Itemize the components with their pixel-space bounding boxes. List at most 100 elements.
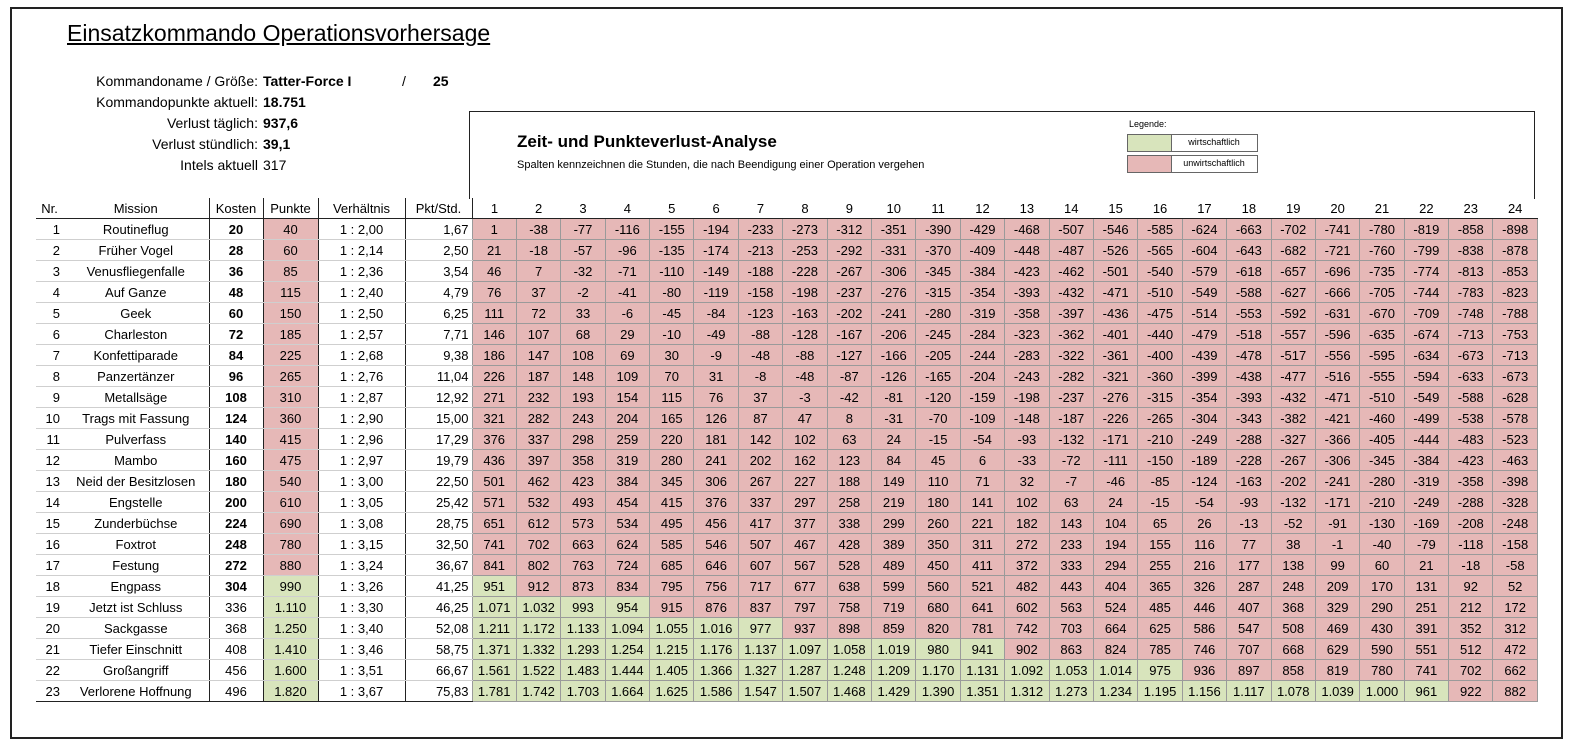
hour-cell[interactable]: 785	[1137, 638, 1183, 660]
hour-cell[interactable]: 226	[471, 365, 517, 387]
hour-cell[interactable]: 188	[826, 470, 873, 492]
hour-cell[interactable]: 873	[560, 575, 606, 597]
hour-cell[interactable]: -15	[1137, 491, 1183, 513]
mission-ratio[interactable]: 1 : 2,14	[317, 239, 405, 261]
hour-cell[interactable]: -596	[1314, 323, 1361, 345]
hour-cell[interactable]: 1.366	[693, 659, 739, 681]
hour-cell[interactable]: -398	[1492, 470, 1538, 492]
hour-cell[interactable]: 563	[1048, 596, 1094, 618]
hour-cell[interactable]: -635	[1359, 323, 1405, 345]
hour-cell[interactable]: 941	[959, 638, 1006, 660]
hour-cell[interactable]: 147	[515, 344, 562, 366]
mission-points-per-hour[interactable]: 3,54	[404, 260, 472, 282]
mission-name[interactable]: Foxtrot	[63, 533, 209, 555]
hour-cell[interactable]: -241	[871, 302, 917, 324]
hour-cell[interactable]: -45	[649, 302, 695, 324]
hour-cell[interactable]: 333	[1048, 554, 1094, 576]
hour-cell[interactable]: 33	[560, 302, 606, 324]
mission-points[interactable]: 185	[262, 323, 319, 345]
hour-cell[interactable]: -174	[693, 239, 739, 261]
hour-cell[interactable]: -158	[1492, 533, 1538, 555]
hour-cell[interactable]: 149	[871, 470, 917, 492]
mission-name[interactable]: Mambo	[63, 449, 209, 471]
hour-cell[interactable]: 524	[1092, 596, 1139, 618]
hour-cell[interactable]: 724	[604, 554, 651, 576]
hour-cell[interactable]: 1.287	[782, 659, 828, 681]
hour-cell[interactable]: 638	[826, 575, 873, 597]
hour-cell[interactable]: -48	[737, 344, 784, 366]
hour-cell[interactable]: 547	[1226, 617, 1272, 639]
hour-cell[interactable]: 915	[649, 596, 695, 618]
hour-cell[interactable]: -343	[1226, 407, 1272, 429]
hour-cell[interactable]: 1.133	[560, 617, 606, 639]
mission-points[interactable]: 1.600	[262, 659, 319, 681]
hour-cell[interactable]: 187	[515, 365, 562, 387]
hour-cell[interactable]: 37	[737, 386, 784, 408]
hour-cell[interactable]: 232	[515, 386, 562, 408]
hour-cell[interactable]: -202	[826, 302, 873, 324]
hour-cell[interactable]: 663	[560, 533, 606, 555]
hour-cell[interactable]: 1.522	[515, 659, 562, 681]
mission-ratio[interactable]: 1 : 3,26	[317, 575, 405, 597]
hour-cell[interactable]: -243	[1004, 365, 1050, 387]
mission-name[interactable]: Venusfliegenfalle	[63, 260, 209, 282]
hour-cell[interactable]: 1.131	[959, 659, 1006, 681]
hour-cell[interactable]: -741	[1314, 218, 1361, 240]
hour-cell[interactable]: -588	[1226, 281, 1272, 303]
hour-cell[interactable]: -468	[1004, 218, 1050, 240]
hour-cell[interactable]: -111	[1092, 449, 1139, 471]
hour-cell[interactable]: -54	[959, 428, 1006, 450]
hour-cell[interactable]: -52	[1270, 512, 1316, 534]
hour-cell[interactable]: 337	[737, 491, 784, 513]
mission-points-per-hour[interactable]: 52,08	[404, 617, 472, 639]
hour-cell[interactable]: 272	[1004, 533, 1050, 555]
hour-cell[interactable]: -205	[915, 344, 961, 366]
hour-cell[interactable]: 99	[1314, 554, 1361, 576]
hour-cell[interactable]: 551	[1403, 638, 1450, 660]
hour-cell[interactable]: 131	[1403, 575, 1450, 597]
hour-cell[interactable]: 47	[782, 407, 828, 429]
mission-points-per-hour[interactable]: 12,92	[404, 386, 472, 408]
hour-cell[interactable]: -478	[1226, 344, 1272, 366]
hour-cell[interactable]: 1.390	[915, 680, 961, 702]
hour-cell[interactable]: -323	[1004, 323, 1050, 345]
hour-cell[interactable]: 350	[915, 533, 961, 555]
hour-cell[interactable]: 407	[1226, 596, 1272, 618]
hour-cell[interactable]: 741	[471, 533, 517, 555]
hour-cell[interactable]: 677	[782, 575, 828, 597]
mission-name[interactable]: Routineflug	[63, 218, 209, 240]
hour-cell[interactable]: 372	[1004, 554, 1050, 576]
hour-cell[interactable]: -556	[1314, 344, 1361, 366]
hour-cell[interactable]: 1.211	[471, 617, 517, 639]
hour-cell[interactable]: 1.014	[1092, 659, 1139, 681]
hour-cell[interactable]: 287	[1226, 575, 1272, 597]
hour-cell[interactable]: 1.405	[649, 659, 695, 681]
hour-cell[interactable]: -321	[1092, 365, 1139, 387]
hour-cell[interactable]: -163	[1226, 470, 1272, 492]
hour-cell[interactable]: 65	[1137, 512, 1183, 534]
mission-points[interactable]: 60	[262, 239, 319, 261]
hour-cell[interactable]: 951	[471, 575, 517, 597]
hour-cell[interactable]: -345	[915, 260, 961, 282]
hour-cell[interactable]: 170	[1359, 575, 1405, 597]
mission-points[interactable]: 690	[262, 512, 319, 534]
hour-cell[interactable]: 102	[782, 428, 828, 450]
hour-cell[interactable]: 685	[649, 554, 695, 576]
hour-cell[interactable]: -549	[1403, 386, 1450, 408]
hour-cell[interactable]: 1.703	[560, 680, 606, 702]
hour-cell[interactable]: 1.092	[1004, 659, 1050, 681]
mission-name[interactable]: Pulverfass	[63, 428, 209, 450]
hour-cell[interactable]: 155	[1137, 533, 1183, 555]
hour-cell[interactable]: -631	[1314, 302, 1361, 324]
mission-cost[interactable]: 272	[208, 554, 263, 576]
hour-cell[interactable]: -245	[915, 323, 961, 345]
hour-cell[interactable]: 267	[737, 470, 784, 492]
hour-cell[interactable]: -13	[1226, 512, 1272, 534]
hour-cell[interactable]: -358	[1448, 470, 1494, 492]
hour-cell[interactable]: -237	[1048, 386, 1094, 408]
mission-name[interactable]: Geek	[63, 302, 209, 324]
hour-cell[interactable]: -7	[1048, 470, 1094, 492]
hour-cell[interactable]: -322	[1048, 344, 1094, 366]
hour-cell[interactable]: 193	[560, 386, 606, 408]
hour-cell[interactable]: -276	[871, 281, 917, 303]
